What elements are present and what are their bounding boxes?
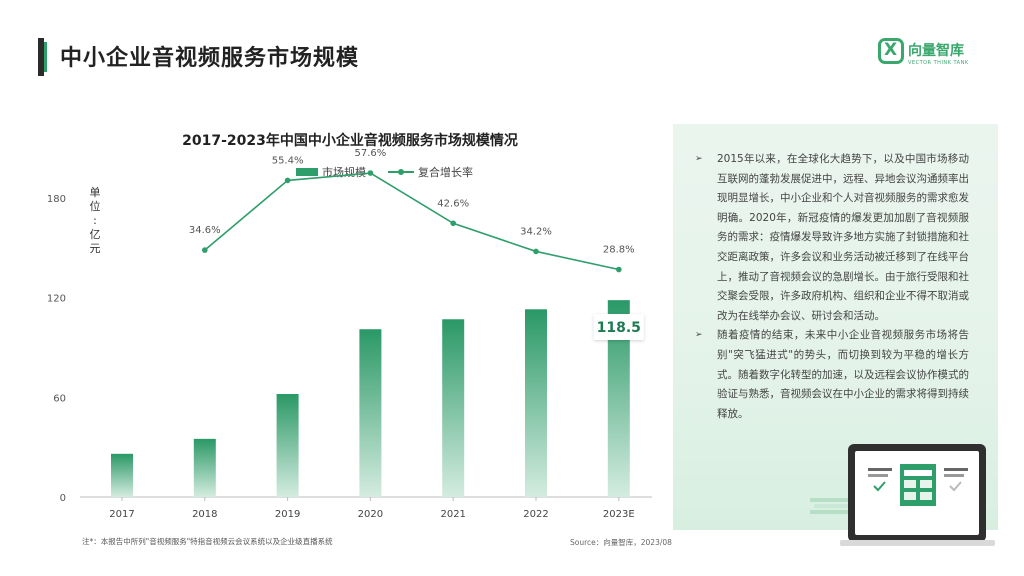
insight-panel: ➢ 2015年以来，在全球化大趋势下，以及中国市场移动互联网的蓬勃发展促进中，远程… xyxy=(673,124,998,530)
legend-bar-swatch xyxy=(296,168,318,176)
bar-2021 xyxy=(442,319,465,497)
growth-rate-label: 28.8% xyxy=(603,245,635,256)
x-tick-label: 2018 xyxy=(192,509,217,520)
growth-rate-point-2019 xyxy=(284,177,291,184)
insight-bullet: ➢ 2015年以来，在全球化大趋势下，以及中国市场移动互联网的蓬勃发展促进中，远程… xyxy=(693,150,969,326)
y-tick-label: 60 xyxy=(53,393,66,404)
bar-2022 xyxy=(525,309,547,497)
growth-rate-point-2018 xyxy=(202,247,208,253)
bar-2017 xyxy=(111,453,133,497)
highlight-value-bg xyxy=(593,314,644,340)
y-tick-label: 120 xyxy=(47,294,66,305)
x-tick-label: 2021 xyxy=(440,509,465,520)
growth-rate-point-2022 xyxy=(533,248,539,255)
x-tick-label: 2022 xyxy=(523,509,548,520)
arrow-bullet-icon: ➢ xyxy=(695,330,703,341)
y-tick-label: 180 xyxy=(47,194,66,205)
y-tick-label: 0 xyxy=(60,493,66,504)
market-size-chart: 0 60 120 180 2017 2018 2019 2020 2021 2022 2023E 3… xyxy=(47,148,652,520)
chart-title: 2017-2023年中国中小企业音视频服务市场规模情况 xyxy=(182,133,518,149)
growth-rate-point-2023E xyxy=(616,266,622,273)
growth-rate-label: 34.2% xyxy=(520,226,552,237)
title-accent-bar-green xyxy=(44,42,47,72)
bar-2018 xyxy=(193,438,216,497)
arrow-bullet-icon: ➢ xyxy=(695,154,703,164)
page-title: 中小企业音视频服务市场规模 xyxy=(60,46,360,71)
insight-list: ➢ 2015年以来，在全球化大趋势下，以及中国市场移动互联网的蓬勃发展促进中，远程… xyxy=(693,150,969,424)
logo-subtitle: VECTOR THINK TANK xyxy=(908,60,969,66)
growth-rate-line xyxy=(204,172,619,271)
legend-line-swatch xyxy=(388,169,414,175)
x-tick-label: 2019 xyxy=(275,509,300,520)
growth-rate-label: 55.4% xyxy=(272,155,304,166)
footnote: 注*：本报告中所列"音视频服务"特指音视频云会议系统以及企业级直播系统 xyxy=(82,537,333,546)
bar-2019 xyxy=(276,394,299,497)
growth-rate-label: 57.6% xyxy=(355,148,387,159)
vector-think-tank-logo: X 向量智库 VECTOR THINK TANK xyxy=(878,38,988,72)
source-note: Source：向量智库，2023/08 xyxy=(570,538,672,547)
growth-rate-label: 34.6% xyxy=(189,225,221,236)
logo-mark-icon: X xyxy=(878,38,904,64)
highlight-value-label: 118.5 xyxy=(597,320,641,336)
growth-rate-point-2020 xyxy=(367,170,374,176)
growth-rate-label: 42.6% xyxy=(437,198,469,209)
logo-name: 向量智库 xyxy=(908,43,964,59)
bar-2023E xyxy=(607,300,630,497)
x-tick-label: 2017 xyxy=(109,509,134,520)
insight-bullet: ➢ 随着疫情的结束，未来中小企业音视频服务市场将告别"突飞猛进式"的势头，而切换到… xyxy=(693,326,969,424)
highlight-value-box xyxy=(593,314,644,340)
legend-label-growth-rate: 复合增长率 xyxy=(418,166,473,179)
x-tick-label: 2020 xyxy=(358,509,383,520)
bar-2020 xyxy=(359,329,382,497)
y-axis-label: 单 位 : 亿 元 xyxy=(89,186,101,255)
legend-item-growth-rate: 复合增长率 xyxy=(388,164,473,180)
title-accent-bar xyxy=(38,38,44,76)
growth-rate-point-2021 xyxy=(450,220,457,227)
x-tick-label: 2023E xyxy=(603,509,635,520)
laptop-illustration-icon xyxy=(810,444,995,546)
